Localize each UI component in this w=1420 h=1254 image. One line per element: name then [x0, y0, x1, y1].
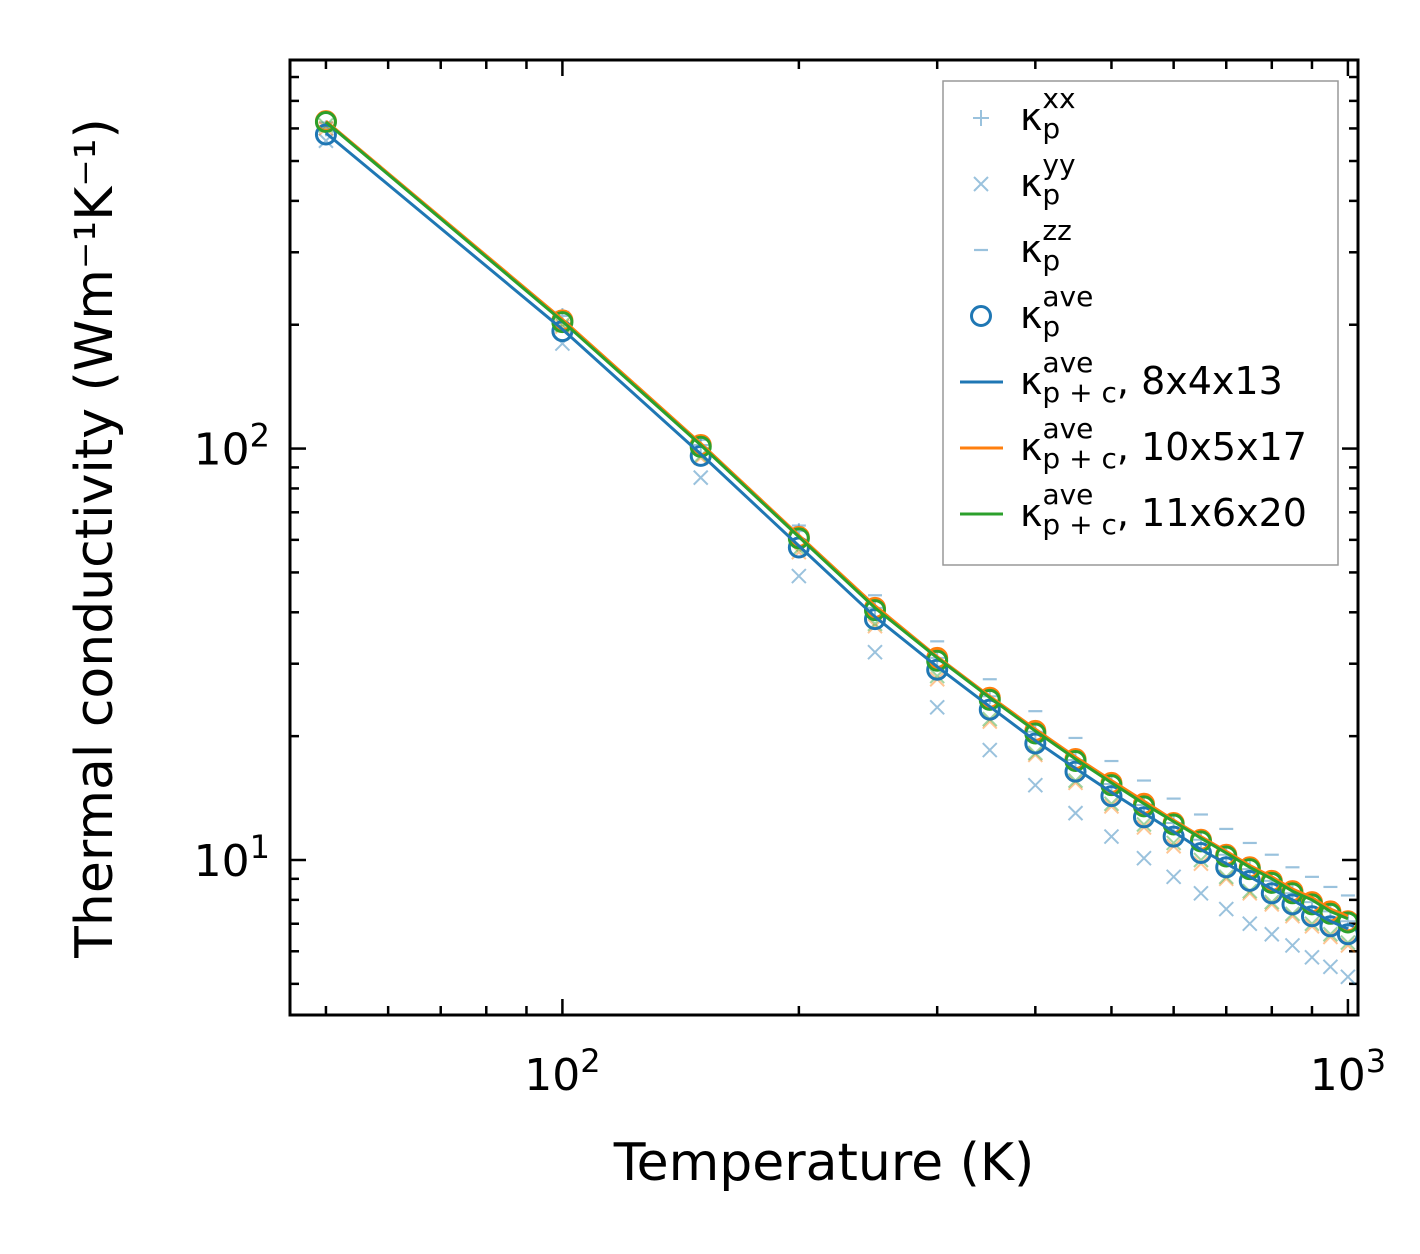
y-tick-label: 102: [194, 417, 270, 476]
data-point: [929, 699, 945, 716]
data-point: [1136, 850, 1152, 866]
data-point: [982, 742, 998, 758]
legend-entry: κp + cave, 11x6x20: [960, 478, 1307, 541]
x-axis-title: Temperature (K): [613, 1133, 1035, 1193]
tick-labels: 102 103 101 102: [194, 417, 1386, 1101]
data-point: [693, 469, 709, 486]
x-tick-label: 103: [1310, 1042, 1386, 1101]
legend-marker: [973, 110, 989, 126]
data-point: [1132, 806, 1155, 829]
plot-frame: [288, 58, 1360, 1017]
data-point: [1165, 869, 1182, 885]
data-point: [314, 110, 337, 133]
legend-entry: κpzz: [974, 214, 1072, 277]
series-2: [318, 121, 1355, 897]
data-point: [1340, 969, 1356, 985]
legend-label: κp + cave, 8x4x13: [1020, 346, 1283, 409]
legend-entry: κp + cave, 8x4x13: [960, 346, 1283, 409]
y-tick-label: 101: [194, 828, 270, 887]
data-point: [1242, 916, 1258, 932]
data-point: [1024, 732, 1047, 755]
data-point: [1067, 805, 1084, 821]
legend-label: κpyy: [1020, 148, 1076, 211]
data-point: [1340, 937, 1356, 954]
legend-label: κp + cave, 10x5x17: [1020, 412, 1307, 475]
legend-label: κpxx: [1020, 82, 1076, 145]
legend-label: κpzz: [1020, 214, 1072, 277]
legend-marker: [973, 176, 989, 192]
data-point: [1027, 777, 1044, 793]
legend-entry: κpave: [970, 280, 1093, 343]
data-point: [1322, 959, 1339, 975]
y-axis-title: Thermal conductivity (Wm⁻¹K⁻¹): [65, 118, 125, 959]
data-point: [1136, 816, 1152, 833]
data-point: [1193, 852, 1209, 868]
legend-marker: [970, 305, 992, 327]
legend-entry: κp + cave, 10x5x17: [960, 412, 1307, 475]
data-point: [1284, 937, 1301, 954]
data-point: [1165, 835, 1182, 851]
legend-entry: κpxx: [973, 82, 1076, 145]
data-point: [1064, 760, 1087, 783]
data-point: [1218, 901, 1234, 917]
data-point: [1304, 949, 1320, 966]
data-point: [867, 644, 883, 660]
data-point: [1304, 916, 1320, 932]
data-point: [791, 568, 807, 584]
data-point: [1322, 926, 1339, 942]
legend-label: κpave: [1020, 280, 1093, 343]
data-point: [926, 658, 949, 681]
data-point: [1264, 896, 1280, 913]
series-line: [324, 131, 1349, 931]
legend-label: κp + cave, 11x6x20: [1020, 478, 1307, 541]
data-point: [1103, 796, 1120, 812]
series-10: [324, 120, 1349, 921]
legend-entry: κpyy: [973, 148, 1076, 211]
data-point: [1193, 885, 1209, 901]
data-point: [1100, 785, 1123, 808]
series-line: [324, 120, 1349, 921]
data-point: [1103, 828, 1120, 845]
data-marks: [314, 110, 1359, 985]
series-8: [324, 131, 1349, 931]
major-ticks: [290, 60, 1358, 1015]
data-point: [978, 698, 1001, 721]
x-tick-label: 102: [524, 1042, 600, 1101]
data-point: [314, 123, 337, 146]
data-point: [1264, 926, 1280, 942]
legend-box: [942, 80, 1339, 566]
data-point: [863, 599, 886, 622]
data-point: [1189, 841, 1212, 864]
